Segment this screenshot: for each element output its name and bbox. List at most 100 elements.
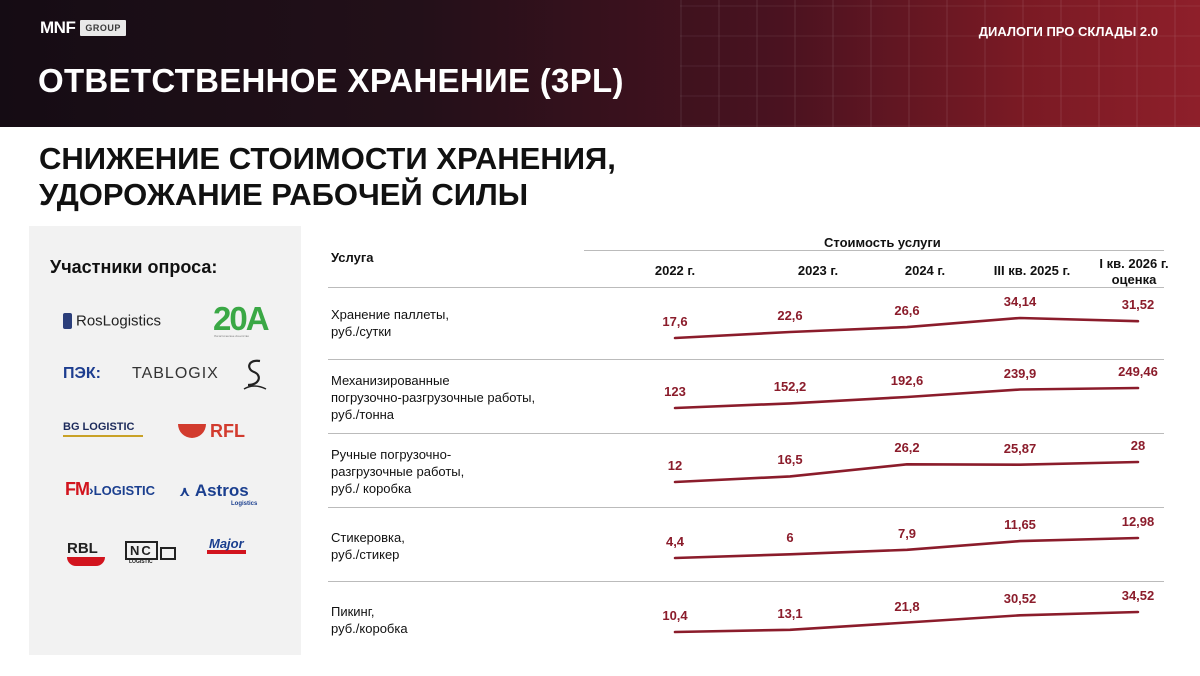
header-banner: MNF GROUP ДИАЛОГИ ПРО СКЛАДЫ 2.0 ОТВЕТСТ… (0, 0, 1200, 127)
series-line (673, 536, 1140, 560)
slide-subtitle: СНИЖЕНИЕ СТОИМОСТИ ХРАНЕНИЯ, УДОРОЖАНИЕ … (39, 141, 616, 213)
col-header-estimate: оценка (1111, 272, 1157, 287)
rbl-logo: RBL (67, 540, 98, 557)
astros-logo: ⋏ Astros (179, 482, 249, 500)
rfl-text: RFL (210, 421, 245, 441)
pek-logo: ПЭК: (63, 365, 101, 382)
event-title: ДИАЛОГИ ПРО СКЛАДЫ 2.0 (978, 24, 1158, 39)
roslogistics-icon (63, 313, 72, 329)
col-header-2022: 2022 г. (654, 263, 696, 278)
roslogistics-text: RosLogistics (76, 312, 162, 330)
row-divider (328, 287, 1164, 288)
row-label-line: руб./сутки (331, 324, 392, 339)
major-text: Major (207, 537, 246, 554)
data-label: 34,14 (1003, 294, 1037, 309)
row-label-line: Механизированные (331, 373, 450, 388)
row-label-line: руб./стикер (331, 547, 400, 562)
bg-logistic-logo: BG LOGISTIC (63, 421, 135, 433)
rfl-icon (178, 424, 206, 438)
data-label: 7,9 (897, 525, 917, 541)
data-label: 11,65 (1004, 517, 1036, 533)
series-line (673, 316, 1140, 340)
nc-text: NC (125, 541, 158, 560)
data-label: 26,6 (894, 303, 920, 319)
row-label: Пикинг, руб./коробка (331, 603, 408, 637)
row-label: Стикеровка, руб./стикер (331, 529, 405, 563)
data-label: 25,87 (1003, 440, 1037, 456)
row-label: Хранение паллеты, руб./сутки (331, 306, 449, 340)
fm-logistic-text: LOGISTIC (93, 483, 156, 498)
row-label-line: Пикинг, (331, 604, 375, 619)
row-divider (328, 507, 1164, 508)
data-label: 123 (664, 384, 686, 399)
col-header-2024: 2024 г. (904, 263, 946, 278)
row-divider (328, 359, 1164, 360)
row-label: Ручные погрузочно-разгрузочные работы, ру… (331, 446, 464, 497)
data-label: 6 (786, 530, 794, 546)
astros-icon: ⋏ (179, 483, 191, 499)
20a-logo-caption: Логистическое Агентство (214, 334, 250, 338)
rfl-logo: RFL (178, 422, 245, 440)
roslogistics-logo: RosLogistics (63, 313, 161, 329)
col-header-q1-2026: I кв. 2026 г. (1099, 256, 1169, 271)
data-label: 22,6 (777, 307, 803, 323)
data-label: 34,52 (1121, 588, 1155, 603)
tablogix-logo: TABLOGIX (132, 365, 219, 382)
data-label: 152,2 (773, 379, 807, 395)
major-logo: Major (207, 536, 246, 554)
row-label-line: Ручные погрузочно- (331, 447, 452, 462)
data-label: 239,9 (1003, 365, 1037, 381)
20a-logo: 20A (213, 300, 270, 337)
page-title: ОТВЕТСТВЕННОЕ ХРАНЕНИЕ (3PL) (38, 62, 624, 99)
subtitle-line-1: СНИЖЕНИЕ СТОИМОСТИ ХРАНЕНИЯ, (39, 141, 616, 176)
row-label: Механизированные погрузочно-разгрузочные … (331, 372, 535, 423)
row-label-line: руб./ коробка (331, 481, 412, 496)
series-line (673, 610, 1140, 634)
data-label: 31,52 (1121, 297, 1155, 313)
row-label-line: руб./тонна (331, 407, 395, 422)
data-label: 28 (1130, 438, 1146, 453)
col-header-q3-2025: III кв. 2025 г. (993, 263, 1071, 278)
participants-panel: Участники опроса: RosLogistics 20A Логис… (29, 226, 301, 655)
series-line (673, 460, 1140, 484)
data-label: 192,6 (890, 372, 924, 388)
data-label: 17,6 (662, 314, 688, 329)
row-divider (328, 433, 1164, 434)
bg-logistic-underline (63, 435, 143, 437)
participants-title: Участники опроса: (50, 257, 218, 277)
cost-header-underline (584, 250, 1164, 251)
fm-logistic-logo: FM›LOGISTIC (65, 480, 155, 499)
nc-l-icon (159, 547, 176, 560)
cost-group-header: Стоимость услуги (824, 235, 941, 250)
data-label: 10,4 (662, 608, 688, 623)
row-label-line: погрузочно-разгрузочные работы, (331, 390, 536, 405)
row-label-line: разгрузочные работы, (331, 464, 465, 479)
data-label: 249,46 (1118, 364, 1158, 379)
s-logo-icon (240, 357, 268, 395)
row-label-line: Хранение паллеты, (331, 307, 449, 322)
data-label: 26,2 (894, 440, 920, 456)
row-divider (328, 581, 1164, 582)
series-line (673, 386, 1140, 410)
logo-group: GROUP (80, 20, 126, 36)
data-label: 12,98 (1121, 514, 1155, 529)
data-label: 4,4 (665, 534, 685, 549)
col-header-2023: 2023 г. (797, 263, 839, 278)
data-label: 12 (667, 458, 683, 473)
row-label-line: Стикеровка, (331, 530, 405, 545)
fm-arrow-icon: › (89, 482, 94, 498)
subtitle-line-2: УДОРОЖАНИЕ РАБОЧЕЙ СИЛЫ (39, 177, 529, 212)
fm-text: FM (65, 479, 90, 499)
data-label: 30,52 (1003, 591, 1037, 607)
data-label: 13,1 (777, 605, 803, 621)
rbl-icon (67, 557, 105, 566)
row-label-line: руб./коробка (331, 621, 408, 636)
nc-logistic-caption: LOGISTIC (129, 559, 153, 565)
service-column-header: Услуга (331, 250, 374, 265)
company-logo: MNF GROUP (40, 18, 126, 38)
data-label: 16,5 (777, 452, 803, 468)
astros-text: Astros (194, 481, 249, 500)
nc-logistic-logo: NC (125, 541, 176, 560)
header-decoration (680, 0, 1200, 127)
